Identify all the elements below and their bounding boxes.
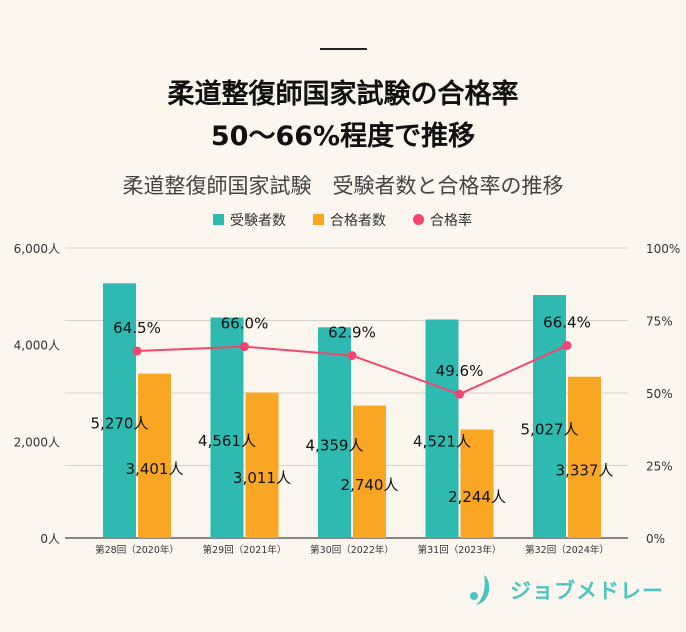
- rate-data-label: 66.4%: [543, 313, 591, 331]
- chart-title: 柔道整復師国家試験 受験者数と合格率の推移: [122, 174, 564, 198]
- decorative-rule: [320, 48, 367, 50]
- legend-swatch-1: [313, 214, 324, 225]
- bar-examinees: [425, 319, 459, 538]
- bar-examinees: [533, 295, 566, 538]
- bar-passers: [245, 392, 279, 538]
- logo-text: ジョブメドレー: [510, 579, 664, 603]
- rate-data-label: 66.0%: [221, 315, 269, 333]
- bar-data-label: 4,359人: [306, 437, 364, 455]
- bar-examinees: [318, 327, 351, 538]
- y-right-tick: 100%: [646, 242, 680, 256]
- x-tick-label: 第28回（2020年）: [95, 544, 179, 556]
- legend-label-2: 合格率: [430, 212, 472, 229]
- brand-logo: ジョブメドレー: [466, 572, 664, 608]
- legend-label-0: 受験者数: [230, 213, 286, 229]
- headline-line-1: 柔道整復師国家試験の合格率: [167, 79, 519, 110]
- x-tick-label: 第29回（2021年）: [203, 544, 287, 556]
- rate-data-label: 62.9%: [328, 324, 376, 342]
- rate-data-label: 49.6%: [436, 362, 484, 380]
- bar-examinees: [103, 283, 136, 538]
- y-right-tick: 0%: [646, 532, 665, 546]
- y-left-tick: 2,000人: [14, 435, 60, 449]
- bar-passers: [138, 373, 171, 538]
- legend-swatch-0: [213, 214, 224, 225]
- bar-data-label: 3,011人: [233, 469, 291, 487]
- pass-rate-point: [240, 342, 249, 352]
- bar-passers: [353, 405, 386, 538]
- y-right-tick: 50%: [646, 387, 673, 401]
- bar-data-label: 5,027人: [521, 421, 579, 439]
- x-tick-label: 第32回（2024年）: [525, 544, 609, 556]
- pass-rate-point: [562, 340, 572, 350]
- rate-data-label: 64.5%: [113, 319, 161, 337]
- bar-examinees: [210, 317, 244, 538]
- bar-data-label: 2,740人: [341, 476, 399, 494]
- legend-marker-2: [413, 214, 424, 225]
- pass-rate-point: [455, 389, 464, 399]
- y-right-tick: 75%: [646, 315, 673, 329]
- bar-data-label: 4,561人: [198, 432, 256, 450]
- bar-data-label: 5,270人: [91, 415, 149, 433]
- logo-j-icon: [470, 575, 490, 605]
- y-right-tick: 25%: [646, 460, 673, 474]
- bar-data-label: 3,401人: [126, 460, 184, 478]
- chart: 受験者数 合格者数 合格率 0人 2,000人 4,000人 6,000人 0% 25% 50% 7…: [14, 212, 681, 556]
- y-left-tick: 4,000人: [14, 339, 60, 353]
- y-left-tick: 0人: [40, 532, 60, 546]
- bar-passers: [460, 429, 494, 538]
- bar-data-label: 4,521人: [413, 433, 471, 451]
- headline-line-2: 50～66%程度で推移: [210, 121, 476, 152]
- bar-data-label: 3,337人: [556, 461, 614, 479]
- legend-label-1: 合格者数: [330, 213, 386, 229]
- pass-rate-point: [347, 351, 357, 361]
- bar-passers: [568, 376, 601, 538]
- bar-data-label: 2,244人: [448, 488, 506, 506]
- x-tick-label: 第31回（2023年）: [418, 544, 502, 556]
- y-left-tick: 6,000人: [14, 242, 60, 256]
- x-tick-label: 第30回（2022年）: [310, 544, 394, 556]
- pass-rate-point: [132, 346, 142, 356]
